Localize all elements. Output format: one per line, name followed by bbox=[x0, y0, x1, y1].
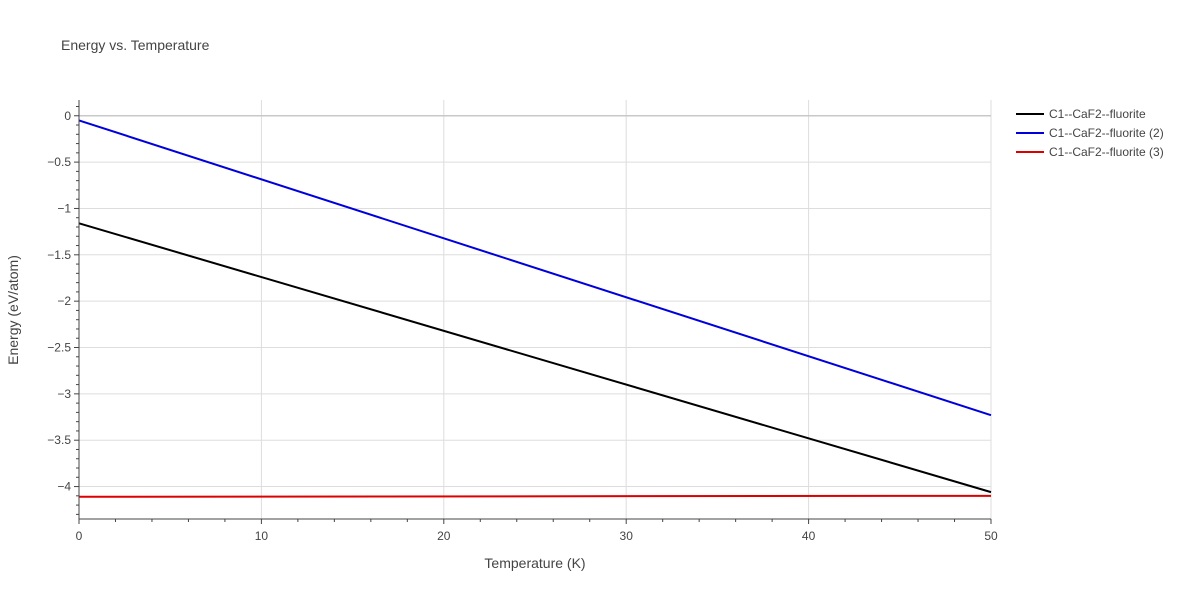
legend-item-1[interactable]: C1--CaF2--fluorite bbox=[1016, 107, 1146, 121]
x-tick-label: 10 bbox=[255, 529, 269, 543]
y-tick-label: −4 bbox=[57, 480, 71, 494]
y-tick-label: −1 bbox=[57, 201, 71, 215]
legend[interactable]: C1--CaF2--fluorite C1--CaF2--fluorite (2)… bbox=[1016, 107, 1164, 159]
series-line-2[interactable] bbox=[78, 119, 992, 417]
axis-layer: 0 10 20 30 40 50 0 −0.5 −1 −1.5 −2 −2.5 −3 −3.5 −4 bbox=[47, 100, 998, 543]
y-tick-label: 0 bbox=[64, 109, 71, 123]
x-axis-title: Temperature (K) bbox=[484, 555, 585, 571]
legend-label: C1--CaF2--fluorite (3) bbox=[1049, 145, 1164, 159]
y-tick-label: −2.5 bbox=[47, 341, 71, 355]
y-tick-label: −3.5 bbox=[47, 433, 71, 447]
y-tick-label: −1.5 bbox=[47, 248, 71, 262]
y-tick-label: −3 bbox=[57, 387, 71, 401]
y-tick-label: −0.5 bbox=[47, 155, 71, 169]
x-tick-label: 50 bbox=[984, 529, 998, 543]
series-line-3[interactable] bbox=[78, 494, 992, 498]
series-layer bbox=[78, 119, 992, 498]
x-tick-label: 40 bbox=[802, 529, 816, 543]
legend-item-2[interactable]: C1--CaF2--fluorite (2) bbox=[1016, 126, 1164, 140]
x-tick-label: 30 bbox=[620, 529, 634, 543]
chart-title: Energy vs. Temperature bbox=[61, 37, 210, 53]
legend-label: C1--CaF2--fluorite bbox=[1049, 107, 1146, 121]
x-tick-label: 0 bbox=[76, 529, 83, 543]
legend-label: C1--CaF2--fluorite (2) bbox=[1049, 126, 1164, 140]
series-line-1[interactable] bbox=[78, 222, 992, 494]
legend-item-3[interactable]: C1--CaF2--fluorite (3) bbox=[1016, 145, 1164, 159]
x-tick-label: 20 bbox=[437, 529, 451, 543]
y-tick-label: −2 bbox=[57, 294, 71, 308]
grid-layer bbox=[78, 100, 992, 519]
y-axis-title: Energy (eV/atom) bbox=[5, 255, 21, 365]
